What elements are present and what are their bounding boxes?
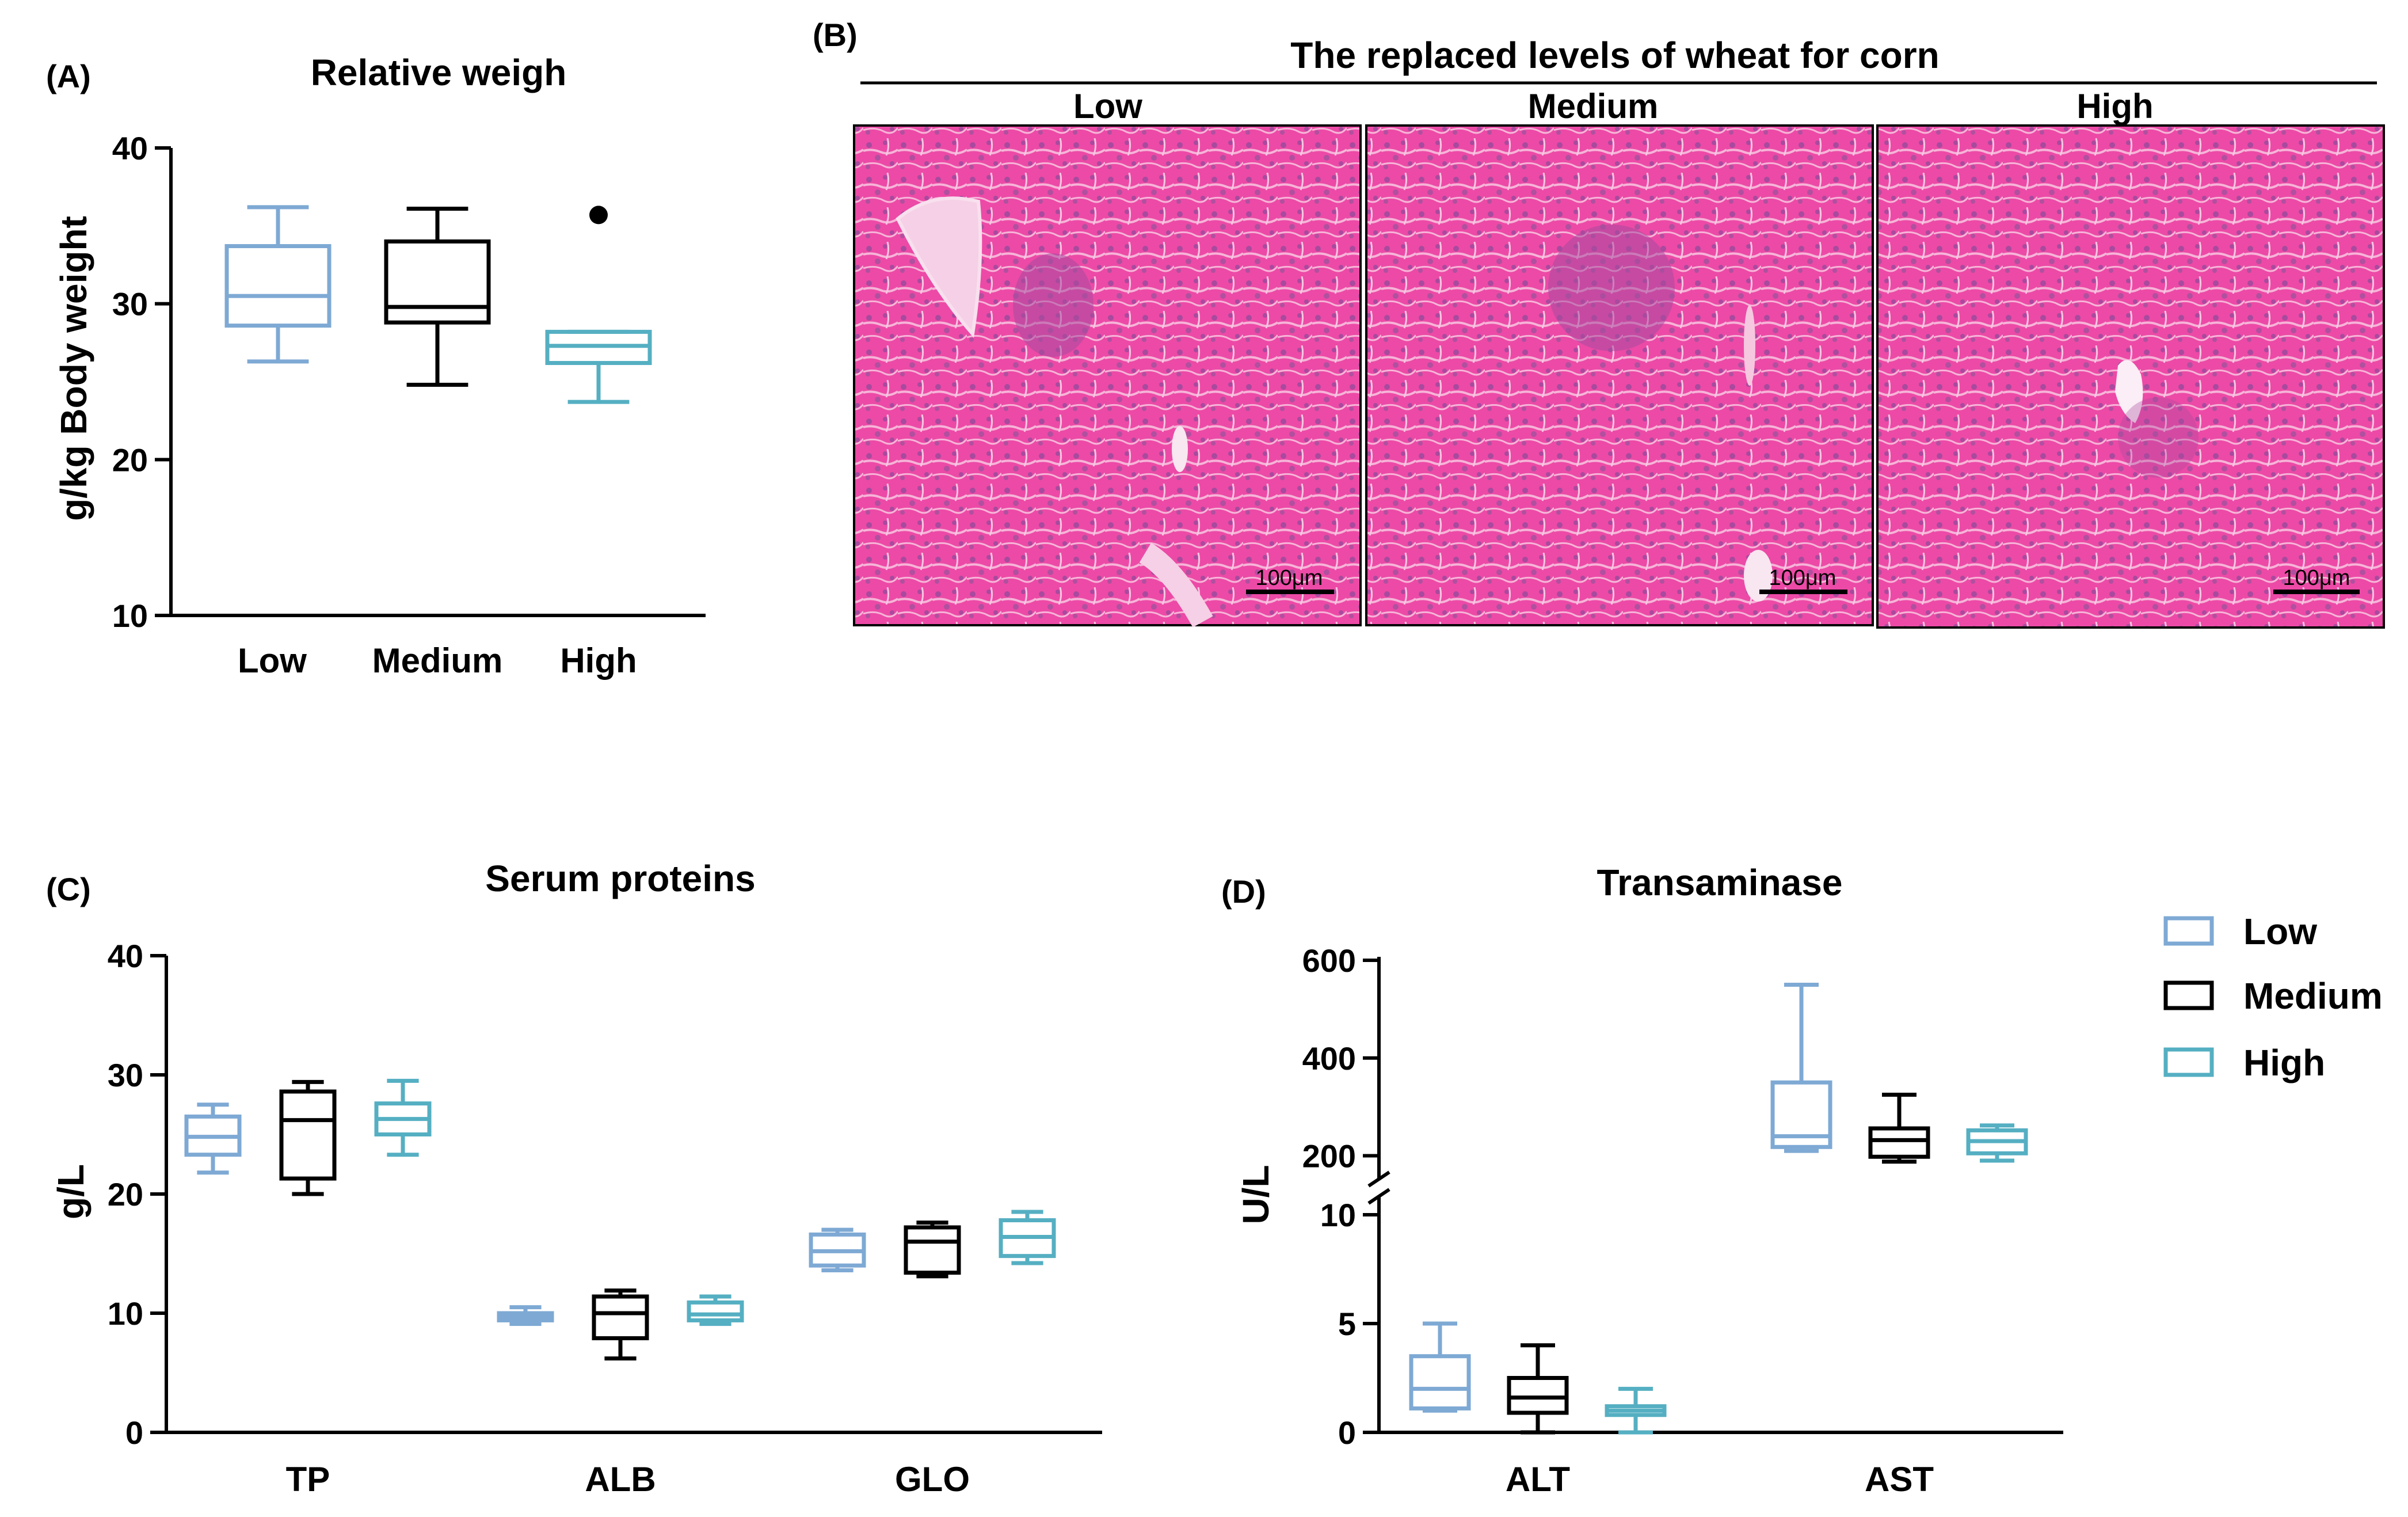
panel-a-cat-high: High	[560, 641, 637, 680]
panel-c-box-tp-low	[184, 1102, 242, 1175]
panel-c-box-alb-high-box	[687, 1300, 744, 1322]
panel-a-title: Relative weigh	[311, 52, 567, 93]
panel-c-box-tp-high	[374, 1078, 432, 1157]
panel-d-box-alt-high	[1605, 1386, 1667, 1435]
panel-d-box-ast-low	[1770, 982, 1832, 1153]
panel-b: (B) The replaced levels of wheat for cor…	[813, 17, 2385, 629]
panel-c-box-glo-high	[999, 1210, 1056, 1265]
panel-d-tick-label-200: 200	[1302, 1138, 1356, 1174]
panel-c-cat-alb: ALB	[585, 1460, 656, 1499]
panel-c-ylabel: g/L	[50, 1164, 92, 1219]
panel-a-tick-label-30: 30	[112, 286, 148, 322]
panel-a-tick-label-40: 40	[112, 130, 148, 166]
legend: Low Medium High	[2163, 911, 2383, 1083]
panel-d-tick-label-10: 10	[1320, 1197, 1356, 1233]
panel-c-tick-label-30: 30	[108, 1057, 143, 1093]
panel-d-axis-break-1	[1367, 1170, 1390, 1188]
panel-c-box-alb-medium-box	[592, 1294, 649, 1340]
panel-d-box-ast-high	[1966, 1123, 2028, 1163]
panel-a-tick-label-10: 10	[112, 598, 148, 634]
panel-c-title: Serum proteins	[485, 858, 755, 899]
panel-d-tick-label-600: 600	[1302, 942, 1356, 979]
panel-d-ylabel: U/L	[1235, 1165, 1277, 1224]
panel-a-cat-medium: Medium	[372, 641, 503, 680]
panel-d-box-alt-medium	[1507, 1343, 1569, 1435]
panel-c-tick-label-10: 10	[108, 1295, 143, 1332]
panel-c-cat-tp: TP	[286, 1460, 330, 1499]
panel-b-label-low: Low	[1073, 87, 1142, 126]
panel-d-box-alt-medium-box	[1507, 1376, 1569, 1415]
micrograph-low: 100μm	[853, 124, 1362, 628]
panel-a: (A) Relative weigh g/kg Body weight 10 20…	[46, 52, 706, 680]
panel-c-box-tp-medium-box	[279, 1089, 337, 1181]
panel-a-box-high	[545, 206, 652, 404]
legend-label-low: Low	[2243, 911, 2317, 952]
legend-swatch-medium	[2163, 980, 2214, 1010]
panel-a-cat-low: Low	[238, 641, 307, 680]
panel-d-box-ast-low-box	[1770, 1080, 1832, 1149]
panel-b-label-medium: Medium	[1528, 87, 1659, 126]
panel-c-box-glo-low	[809, 1227, 866, 1272]
panel-d: (D) Transaminase U/L 0 5 10 200 400 600 ALT A…	[1221, 862, 2063, 1499]
legend-swatch-low	[2163, 916, 2214, 946]
panel-c-box-alb-low	[497, 1305, 554, 1326]
panel-d-letter: (D)	[1221, 873, 1266, 910]
panel-d-cat-ast: AST	[1865, 1460, 1934, 1499]
legend-swatch-high	[2163, 1047, 2214, 1077]
panel-c-box-alb-high	[687, 1294, 744, 1326]
panel-a-box-low-box	[224, 244, 332, 328]
panel-d-title: Transaminase	[1597, 862, 1843, 903]
panel-a-box-high-outlier-0	[589, 206, 608, 225]
panel-b-label-high: High	[2076, 87, 2153, 126]
panel-a-tick-label-20: 20	[112, 442, 148, 478]
panel-c-box-alb-medium	[592, 1288, 649, 1361]
panel-d-box-alt-low	[1409, 1321, 1471, 1413]
legend-label-high: High	[2243, 1042, 2325, 1083]
panel-c-tick-label-20: 20	[108, 1176, 143, 1212]
scale-bar-low: 100μm	[1256, 566, 1323, 590]
panel-c-box-glo-medium	[904, 1221, 961, 1279]
micrograph-high: 100μm	[1876, 124, 2385, 629]
panel-a-box-medium-box	[384, 239, 491, 325]
panel-c-box-tp-medium	[279, 1079, 337, 1196]
panel-c-tick-label-0: 0	[125, 1415, 143, 1451]
legend-label-medium: Medium	[2243, 975, 2383, 1017]
panel-a-ylabel: g/kg Body weight	[53, 216, 94, 521]
panel-c-box-glo-medium-box	[904, 1225, 961, 1275]
panel-c-cat-glo: GLO	[895, 1460, 970, 1499]
panel-a-box-low	[224, 205, 332, 364]
panel-a-letter: (A)	[46, 58, 91, 94]
panel-b-header: The replaced levels of wheat for corn	[1290, 35, 1939, 76]
panel-b-letter: (B)	[813, 17, 858, 53]
micrograph-medium: 100μm	[1365, 124, 1874, 626]
panel-d-tick-label-5: 5	[1338, 1306, 1356, 1342]
panel-c-tick-label-40: 40	[108, 938, 143, 974]
panel-c-letter: (C)	[46, 871, 91, 907]
panel-a-box-medium	[384, 207, 491, 387]
scale-bar-high: 100μm	[2283, 566, 2350, 590]
panel-d-box-ast-medium-box	[1868, 1126, 1930, 1159]
panel-d-tick-label-0: 0	[1338, 1415, 1356, 1451]
scale-bar-medium: 100μm	[1769, 566, 1837, 590]
panel-d-axis-break-2	[1367, 1188, 1390, 1205]
panel-d-cat-alt: ALT	[1506, 1460, 1570, 1499]
panel-d-tick-label-400: 400	[1302, 1040, 1356, 1077]
panel-d-box-alt-low-box	[1409, 1354, 1471, 1410]
panel-d-box-ast-medium	[1868, 1092, 1930, 1164]
